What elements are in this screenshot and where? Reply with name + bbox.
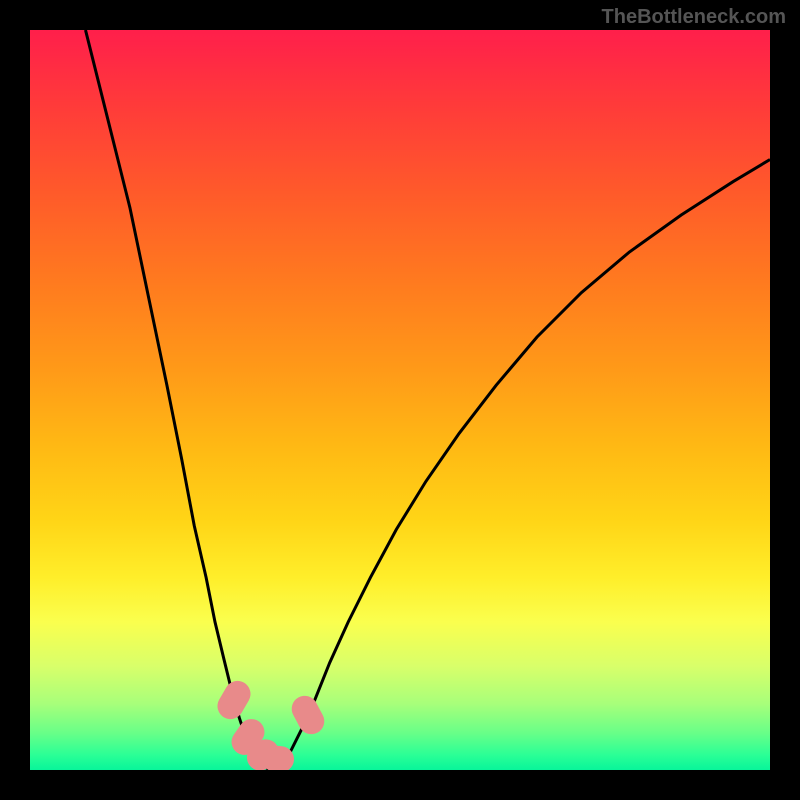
plot-area (30, 30, 770, 770)
gradient-background (30, 30, 770, 770)
watermark-text: TheBottleneck.com (602, 6, 786, 29)
chart-frame: TheBottleneck.com (0, 0, 800, 800)
chart-svg (30, 30, 770, 770)
